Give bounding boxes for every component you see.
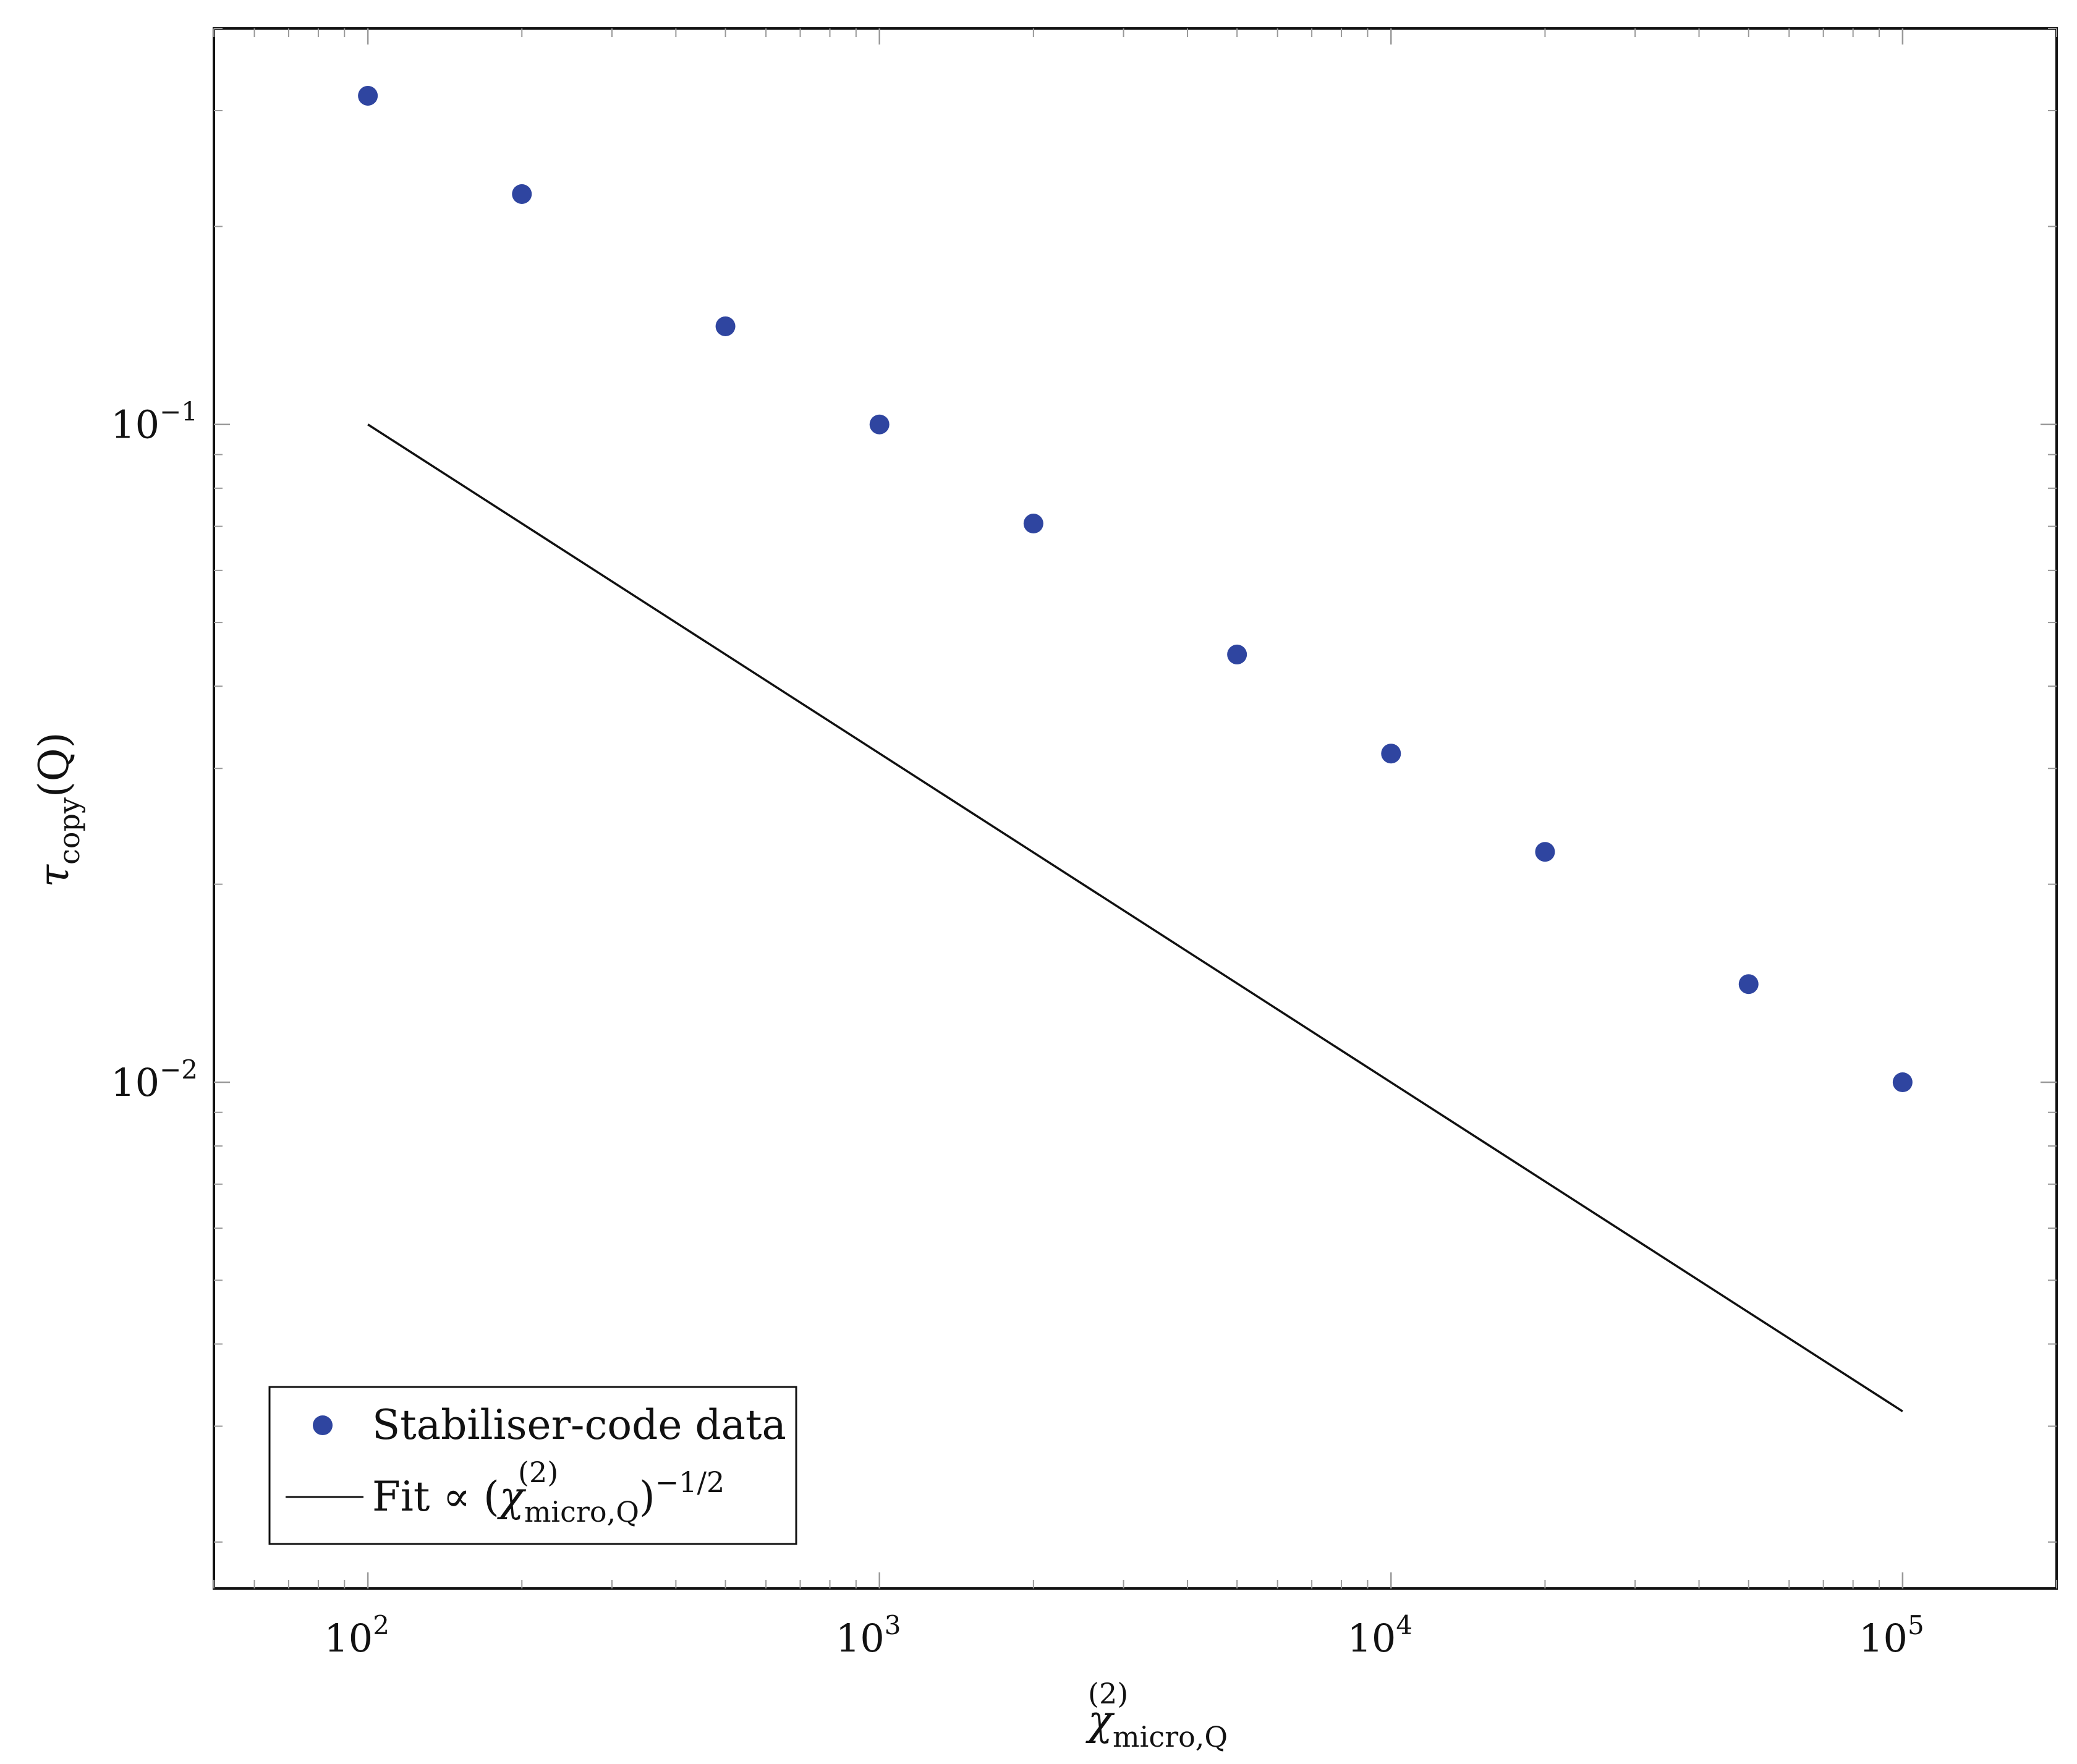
data-point [1535, 842, 1555, 862]
x-axis-label-sup: (2) [1088, 1677, 1128, 1710]
y-axis-label: τcopy(Q) [30, 732, 86, 887]
y-axis-label-main: τ [30, 864, 78, 888]
minor-ticks [213, 28, 2057, 1588]
x-axis-label: χmicro,Q [1085, 1697, 1228, 1753]
data-point [1227, 644, 1247, 664]
legend-label-scatter: Stabiliser-code data [372, 1401, 786, 1449]
data-point [1892, 1072, 1913, 1093]
legend-fit-sub: micro,Q [524, 1495, 639, 1529]
x-tick-label: 104 [1347, 1610, 1412, 1661]
data-point [869, 414, 890, 435]
tick-labels: 102 103 104 105 10−1 10−2 [111, 397, 1924, 1661]
legend-fit-main: χ [497, 1473, 527, 1520]
y-axis-label-sub: copy [53, 797, 86, 865]
y-axis-label-group: τcopy(Q) [30, 732, 86, 887]
y-tick-label: 10−2 [111, 1054, 198, 1105]
legend-fit-suffix: ) [639, 1473, 655, 1520]
plot-frame [213, 27, 2058, 1590]
data-point [1738, 974, 1759, 994]
legend-box [268, 1386, 797, 1545]
legend-label-fit: Fit ∝ (χmicro,Q)−1/2 [372, 1465, 724, 1529]
data-point [1023, 514, 1043, 534]
series-layer [358, 85, 1913, 1412]
data-point [512, 184, 532, 204]
x-axis-label-main: χ [1085, 1697, 1115, 1744]
y-tick-label: 10−1 [111, 397, 198, 447]
legend-marker-scatter [313, 1415, 333, 1435]
legend-fit-sup: (2) [518, 1456, 558, 1489]
x-tick-label: 103 [836, 1610, 901, 1661]
data-point [358, 85, 378, 106]
y-axis-label-arg: (Q) [30, 732, 78, 797]
x-tick-label: 105 [1859, 1610, 1924, 1661]
x-tick-label: 102 [324, 1610, 389, 1661]
x-axis-label-sub: micro,Q [1113, 1720, 1228, 1753]
legend-fit-exp: −1/2 [655, 1465, 725, 1499]
legend-fit-prefix: Fit ∝ ( [372, 1473, 499, 1520]
major-ticks [214, 28, 2057, 1588]
data-point [1381, 744, 1401, 764]
data-point [715, 316, 736, 336]
legend: Stabiliser-code data Fit ∝ (χmicro,Q)−1/… [268, 1386, 797, 1545]
fit-line [367, 423, 1903, 1412]
